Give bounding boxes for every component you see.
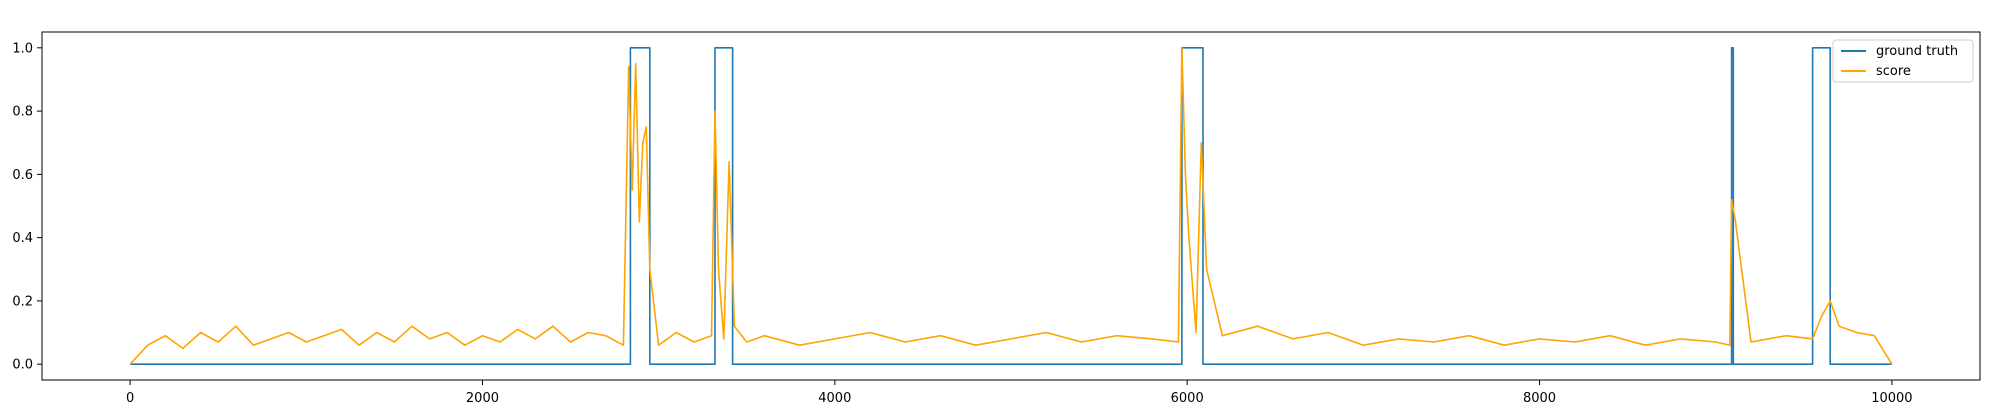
y-tick-label: 0.8 xyxy=(12,105,33,120)
y-tick-label: 0.4 xyxy=(12,231,33,246)
legend-label-score: score xyxy=(1876,64,1911,79)
legend-frame xyxy=(1832,39,1974,83)
y-tick-label: 0.0 xyxy=(12,358,33,373)
series-layer xyxy=(129,46,1893,366)
y-tick-label: 0.2 xyxy=(12,294,33,309)
plot-area-frame xyxy=(41,31,1981,381)
series-line-ground-truth xyxy=(130,46,1892,366)
x-tick-label: 4000 xyxy=(818,391,851,406)
series-line-score xyxy=(129,46,1893,365)
legend: ground truth score xyxy=(1832,39,1974,83)
x-tick-label: 8000 xyxy=(1523,391,1556,406)
x-tick-label: 10000 xyxy=(1871,391,1912,406)
x-tick-label: 0 xyxy=(126,391,134,406)
x-tick-label: 2000 xyxy=(466,391,499,406)
x-tick-label: 6000 xyxy=(1171,391,1204,406)
x-axis: 0 2000 4000 6000 8000 10000 xyxy=(126,380,1913,406)
y-tick-label: 0.6 xyxy=(12,168,33,183)
y-axis: 0.0 0.2 0.4 0.6 0.8 1.0 xyxy=(12,41,42,373)
legend-label-ground-truth: ground truth xyxy=(1876,44,1958,59)
y-tick-label: 1.0 xyxy=(12,41,33,56)
